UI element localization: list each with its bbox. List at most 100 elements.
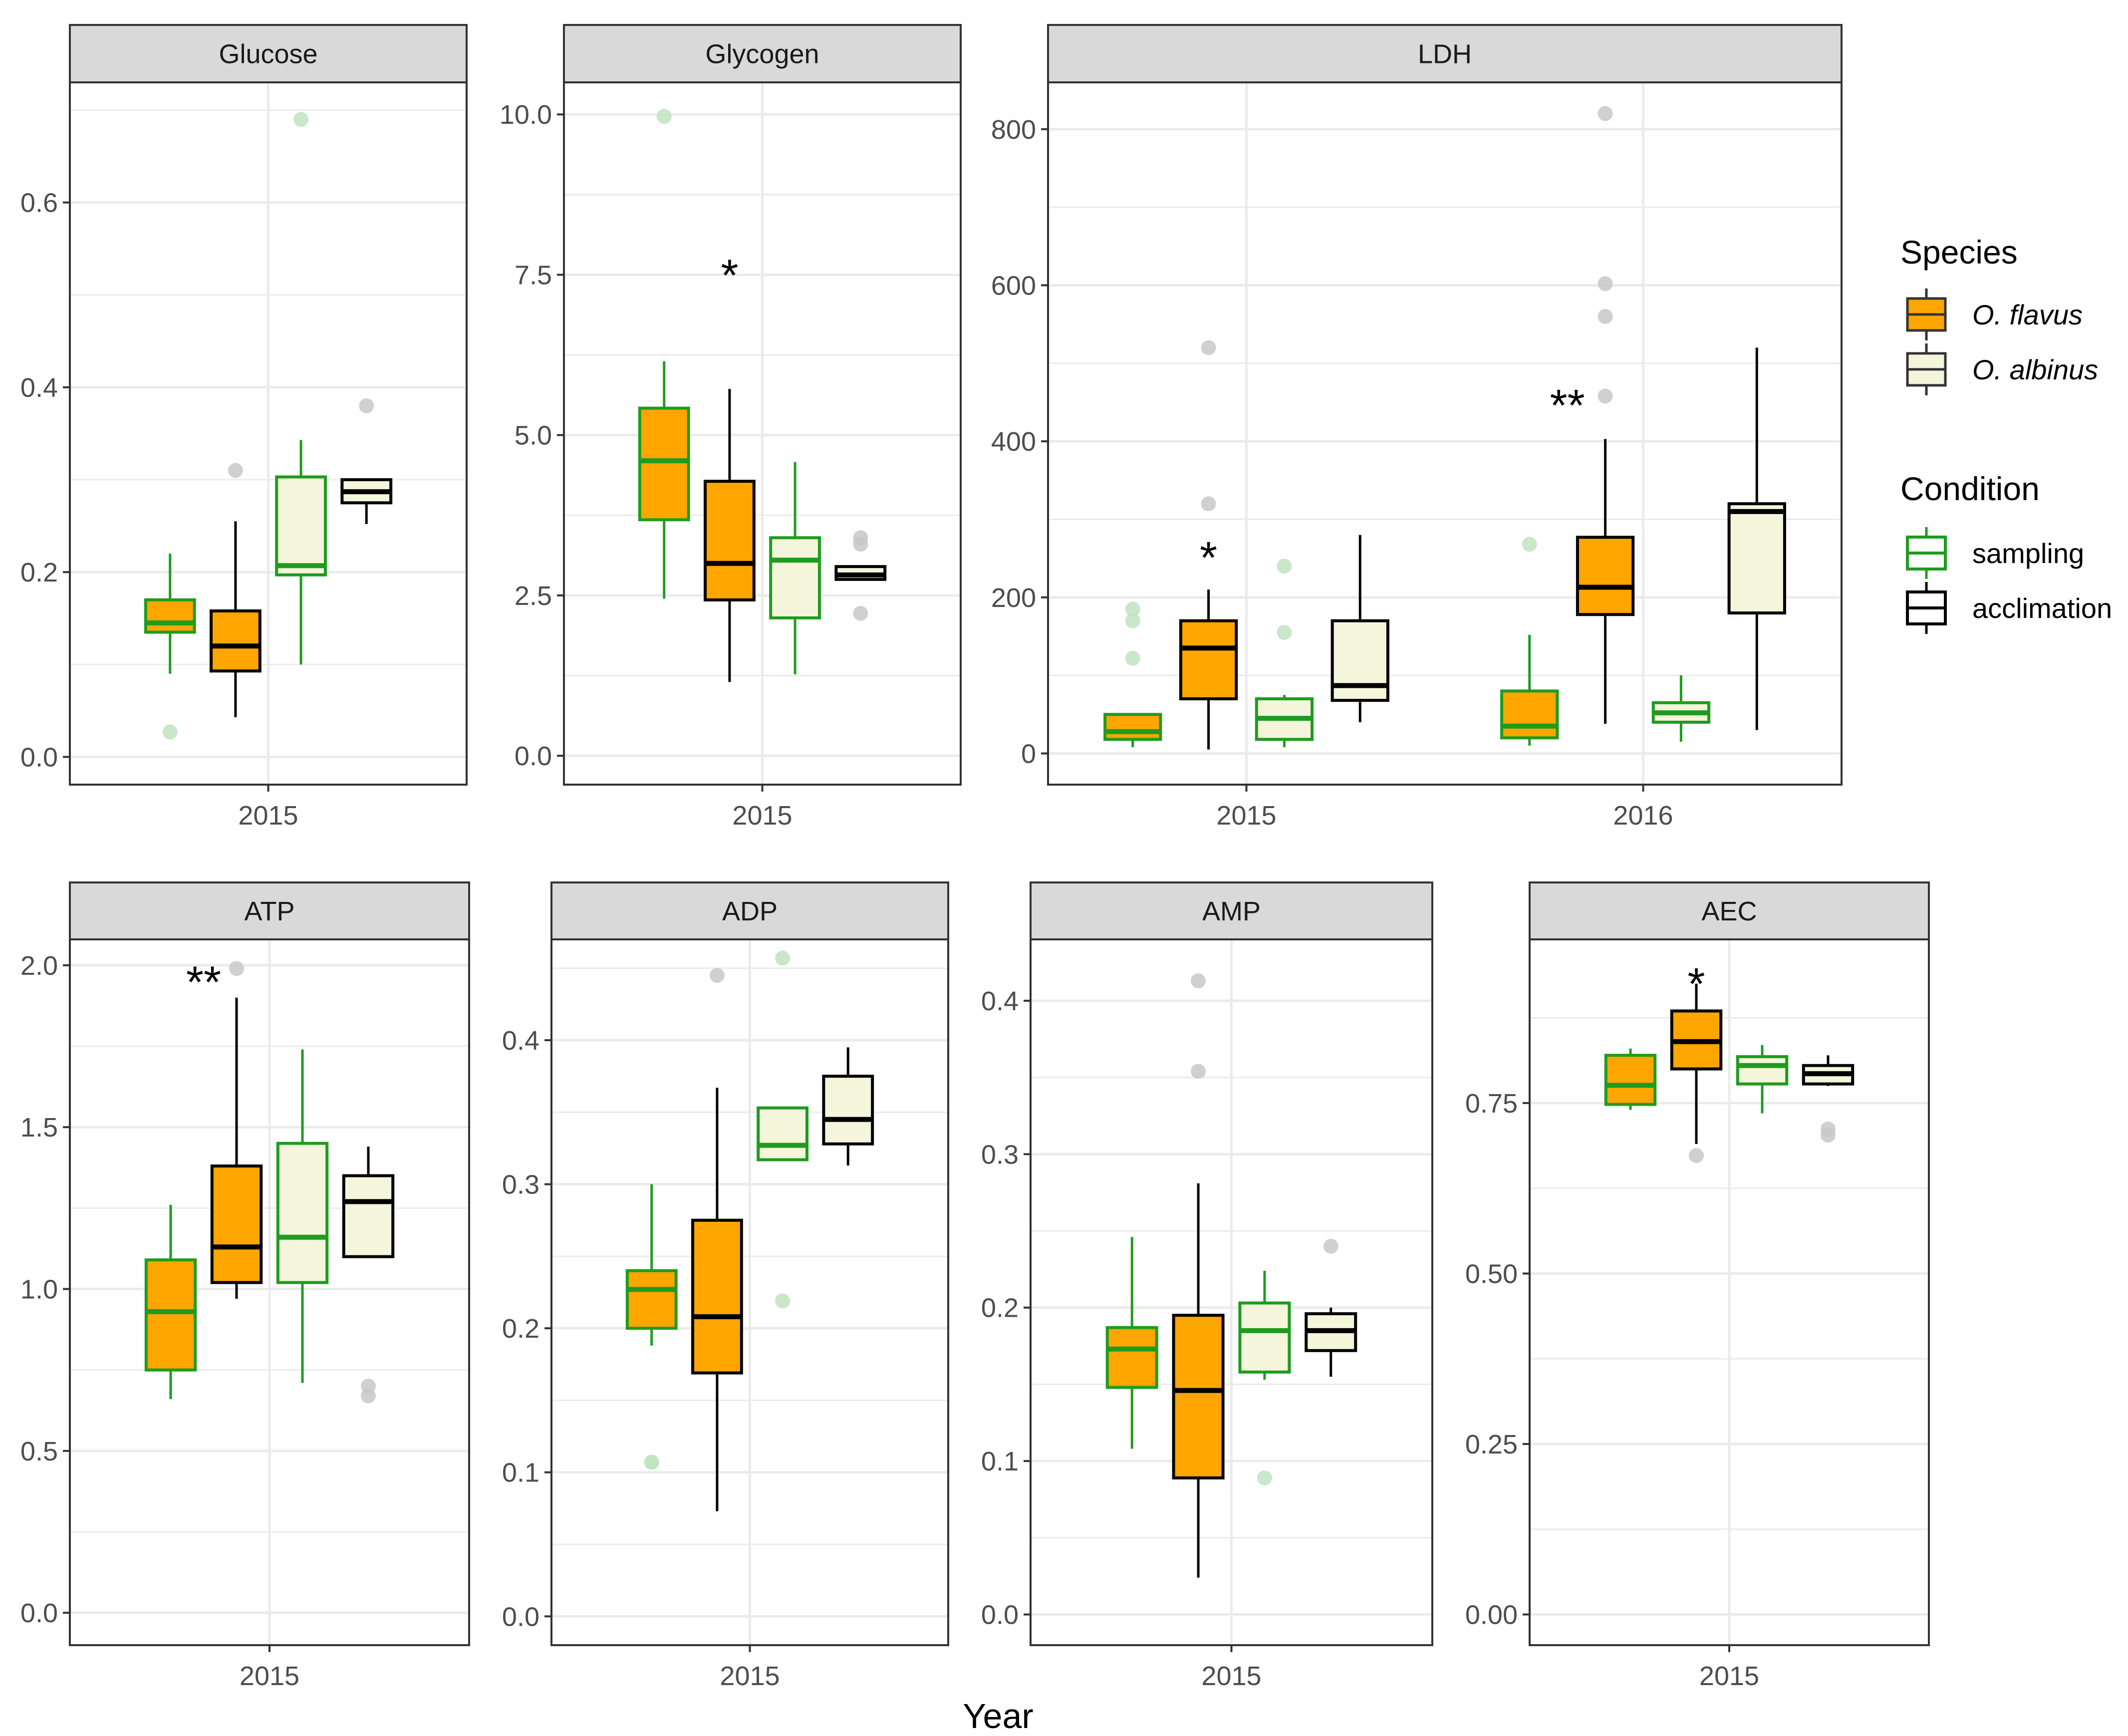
box-iqr: [1604, 1054, 1657, 1106]
box-o-flavus-acclimation-2015: [691, 968, 743, 1511]
outlier-point: [1277, 559, 1292, 574]
outlier-point: [1191, 973, 1206, 988]
y-tick-label: 0.25: [1465, 1430, 1518, 1459]
outlier-point: [1597, 106, 1613, 121]
box-iqr: [769, 536, 821, 619]
box-iqr: [144, 598, 196, 634]
box-iqr: [210, 1164, 263, 1284]
y-tick-label: 2.0: [20, 951, 58, 981]
outlier-point: [1597, 388, 1613, 404]
box-iqr: [342, 1174, 395, 1258]
panel-title: ATP: [244, 896, 294, 926]
box-iqr: [1179, 619, 1238, 701]
y-tick-label: 200: [991, 583, 1036, 613]
panel-adp: ADP 0.0 0.1 0.2 0.3 0.4 2015: [502, 881, 949, 1691]
box-iqr: [1330, 619, 1389, 702]
significance-annotation: *: [1200, 533, 1217, 583]
x-tick-label: 2015: [1216, 801, 1276, 831]
y-tick-label: 0.0: [502, 1602, 539, 1632]
outlier-point: [359, 398, 374, 413]
significance-annotation: *: [1687, 959, 1705, 1009]
box-o-albinus-acclimation-2016: [1727, 347, 1786, 730]
box-iqr: [691, 1218, 743, 1375]
y-tick-label: 0.2: [981, 1293, 1019, 1323]
box-iqr: [704, 480, 756, 601]
outlier-point: [1125, 601, 1140, 617]
panel-border: [550, 938, 949, 1646]
panel-border: [1030, 938, 1433, 1646]
outlier-point: [1201, 496, 1216, 512]
outlier-point: [709, 968, 725, 983]
box-o-flavus-acclimation-2015: [1172, 973, 1225, 1578]
outlier-point: [1125, 613, 1140, 628]
box-iqr: [1576, 536, 1635, 616]
y-tick-label: 5.0: [515, 421, 552, 451]
box-o-albinus-sampling-2015: [1255, 559, 1314, 747]
panel-border: [1047, 81, 1843, 786]
box-o-flavus-sampling-2015: [1105, 1237, 1158, 1449]
outlier-point: [775, 1293, 791, 1309]
panel-title: ADP: [722, 896, 778, 926]
y-tick-label: 1.5: [20, 1113, 58, 1143]
box-o-albinus-sampling-2015: [276, 1049, 329, 1383]
box-o-flavus-acclimation-2015: [210, 463, 262, 717]
panel-strip: [1030, 881, 1433, 940]
legend-label-sampling: sampling: [1972, 538, 2084, 569]
y-tick-label: 800: [991, 115, 1036, 145]
panel-title: LDH: [1418, 39, 1472, 69]
legend-label-o-albinus: O. albinus: [1972, 354, 2098, 385]
outlier-point: [162, 724, 178, 740]
box-o-albinus-sampling-2015: [769, 462, 821, 674]
box-o-albinus-acclimation-2015: [822, 1047, 874, 1166]
legend-key-o-albinus: [1906, 343, 1947, 395]
panel-atp: ATP 0.0 0.5 1.0 1.5 2.0 2015 **: [20, 881, 470, 1691]
y-tick-label: 0.5: [20, 1437, 58, 1466]
y-tick-label: 0.3: [981, 1140, 1019, 1169]
box-iqr: [1105, 1326, 1158, 1389]
legend-label-acclimation: acclimation: [1972, 592, 2112, 624]
box-iqr: [275, 475, 327, 577]
y-tick-label: 0.75: [1465, 1089, 1518, 1119]
y-tick-label: 400: [991, 427, 1036, 457]
y-tick-label: 2.5: [515, 581, 552, 611]
box-o-flavus-sampling-2015: [1604, 1048, 1657, 1110]
box-iqr: [1736, 1055, 1789, 1086]
box-iqr: [1727, 502, 1786, 615]
outlier-point: [1257, 1470, 1272, 1485]
panel-glycogen: Glycogen 0.0 2.5 5.0 7.5 10.0 2015 *: [500, 24, 962, 831]
box-o-flavus-sampling-2015: [144, 554, 196, 740]
panel-strip: [1529, 881, 1930, 940]
y-tick-label: 0.0: [20, 742, 58, 772]
legend-title-condition: Condition: [1900, 470, 2040, 507]
box-o-albinus-acclimation-2015: [1330, 535, 1389, 722]
outlier-point: [1522, 537, 1537, 552]
outlier-point: [1191, 1064, 1206, 1079]
outlier-point: [1323, 1238, 1338, 1254]
legend-key-acclimation: [1906, 582, 1947, 634]
outlier-point: [644, 1454, 659, 1470]
box-iqr: [144, 1258, 197, 1372]
box-o-flavus-sampling-2015: [638, 109, 690, 599]
y-tick-label: 0.50: [1465, 1259, 1518, 1289]
outlier-point: [1201, 340, 1216, 355]
box-iqr: [1172, 1314, 1225, 1479]
box-iqr: [822, 1075, 874, 1146]
outlier-point: [1597, 309, 1613, 324]
box-o-albinus-sampling-2015: [757, 950, 808, 1309]
legend-key-sampling: [1906, 527, 1947, 579]
x-tick-label: 2015: [1201, 1661, 1261, 1691]
legend-key-o-flavus: [1906, 289, 1947, 340]
box-iqr: [1500, 689, 1559, 740]
y-tick-label: 0.1: [981, 1447, 1019, 1476]
box-iqr: [625, 1269, 678, 1330]
x-tick-label: 2015: [238, 801, 298, 831]
outlier-point: [853, 605, 868, 621]
box-o-flavus-acclimation-2015: [210, 961, 263, 1299]
y-tick-label: 0.4: [20, 373, 58, 403]
x-tick-label: 2016: [1613, 801, 1673, 831]
panel-border: [69, 938, 470, 1646]
outlier-point: [1597, 276, 1613, 291]
panel-title: Glycogen: [705, 39, 819, 69]
panel-title: Glucose: [219, 39, 317, 69]
